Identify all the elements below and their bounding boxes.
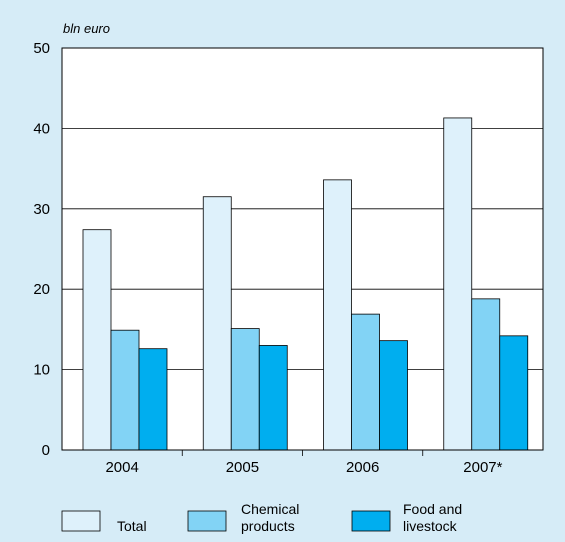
bar [138,348,168,451]
bar [323,179,352,451]
y-tick-label: 50 [33,40,50,57]
y-tick-label: 20 [33,281,50,298]
legend-swatch [61,510,101,532]
y-tick-label: 0 [42,442,50,459]
x-tick-label: 2006 [346,459,379,476]
legend-label: Food and [403,501,462,517]
y-tick-label: 40 [33,120,50,137]
plot-frame [61,47,544,451]
bar [202,196,232,451]
legend-label: livestock [403,518,458,534]
x-tick-label: 2007* [463,459,502,476]
bar [443,117,473,451]
legend-label: products [241,518,295,534]
legend-swatch [351,510,391,532]
bar [499,335,529,451]
bar [82,229,112,451]
y-unit-label: bln euro [63,21,110,36]
bar [351,313,380,451]
legend-label: Total [117,518,147,534]
legend-label: Chemical [241,501,299,517]
bar [379,340,408,451]
y-tick-label: 10 [33,362,50,379]
y-tick-label: 30 [33,201,50,218]
x-tick-label: 2005 [226,459,259,476]
legend-swatch [187,510,227,532]
bar [110,329,140,451]
bar [230,328,260,451]
bar [258,345,288,451]
bar [471,298,501,451]
x-tick-label: 2004 [105,459,138,476]
